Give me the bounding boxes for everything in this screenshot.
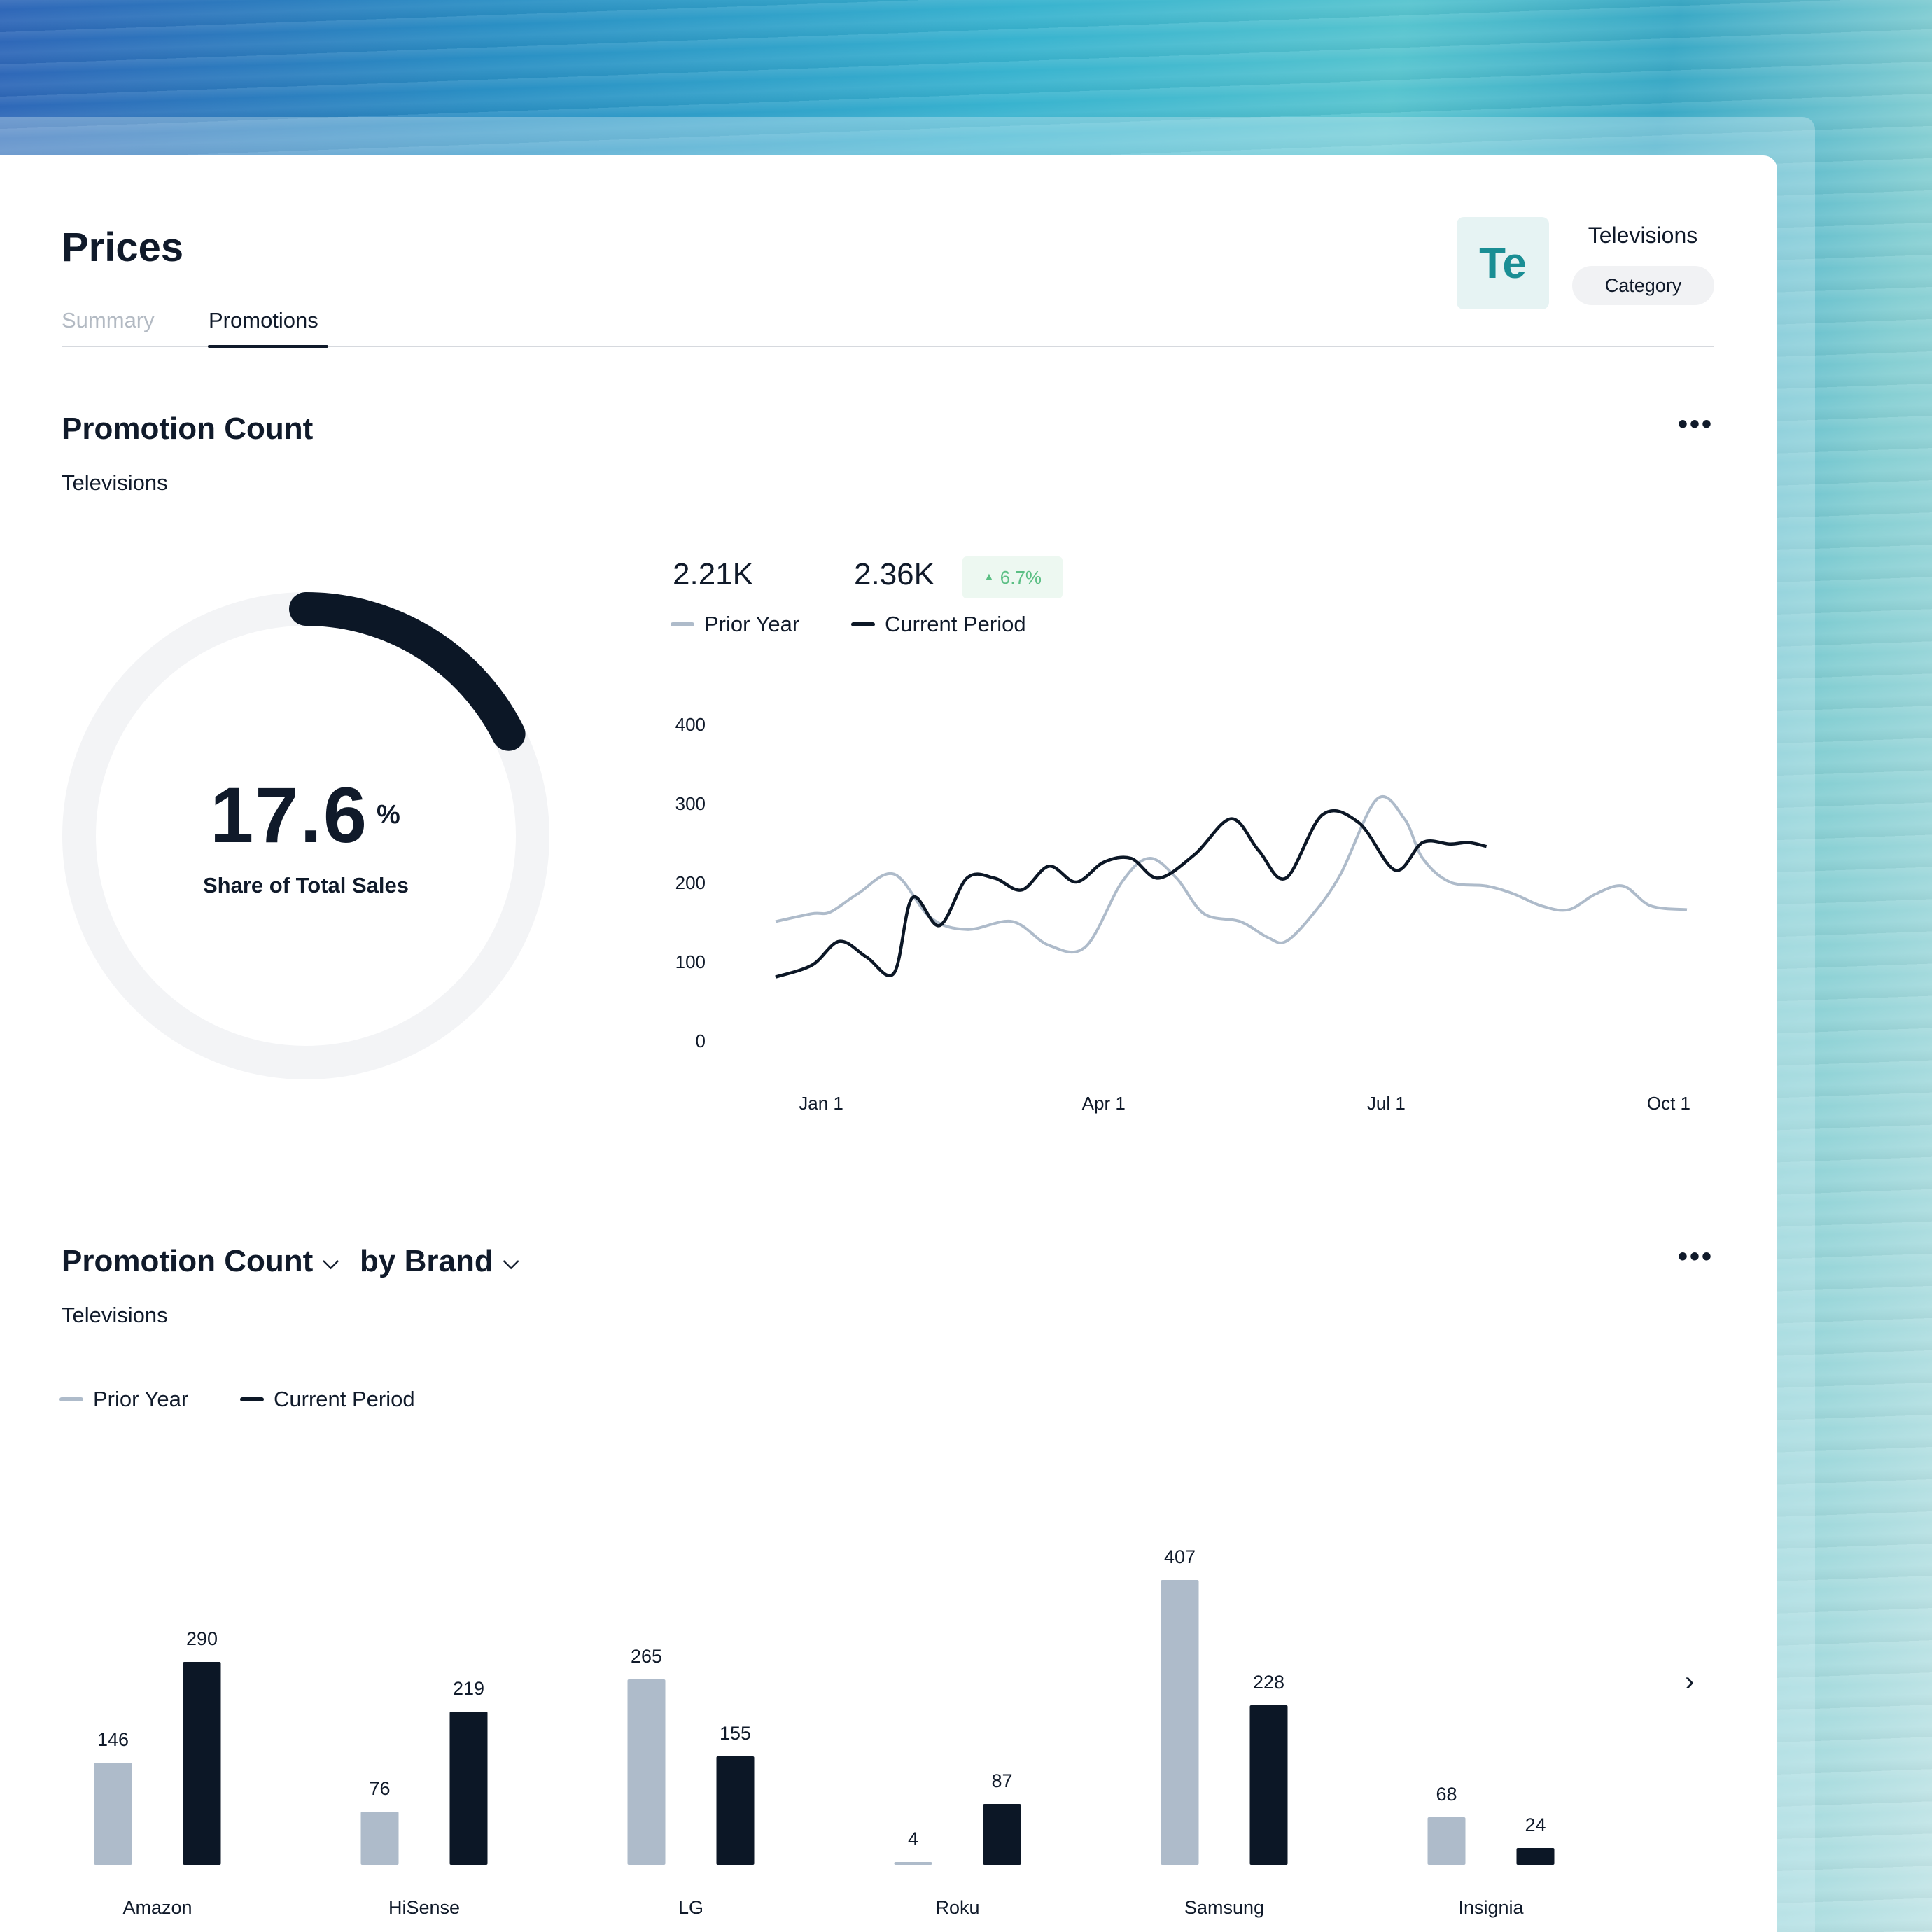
bar-value-label: 24	[1525, 1814, 1546, 1835]
legend-current-period-label: Current Period	[274, 1387, 415, 1411]
delta-badge: ▲ 6.7%	[962, 556, 1063, 598]
bar-value-label: 4	[908, 1828, 918, 1849]
y-tick-label: 300	[676, 793, 706, 814]
promotion-count-subtitle: Televisions	[62, 470, 168, 495]
gauge-arc	[289, 592, 526, 751]
y-tick-label: 400	[676, 714, 706, 735]
active-tab-indicator	[208, 345, 328, 348]
legend-prior-year-label: Prior Year	[93, 1387, 189, 1411]
category-label: Insignia	[1458, 1897, 1524, 1918]
share-value: 17.6	[210, 771, 368, 859]
dimension-dropdown[interactable]: by Brand ⌵	[360, 1244, 519, 1279]
prior-year-bar[interactable]	[627, 1679, 666, 1865]
share-unit: %	[377, 800, 400, 830]
bar-value-label: 87	[991, 1770, 1012, 1791]
metric-dropdown-label: Promotion Count	[62, 1244, 314, 1278]
prior-year-value: 2.21K	[673, 557, 753, 592]
current-period-swatch	[851, 622, 875, 626]
bar-value-label: 407	[1164, 1546, 1196, 1567]
current-period-bar[interactable]	[1250, 1705, 1288, 1865]
prior-year-bar[interactable]	[894, 1862, 932, 1865]
chevron-down-icon: ⌵	[503, 1250, 519, 1273]
main-card	[0, 155, 1777, 1932]
category-badge: Category	[1572, 266, 1714, 305]
prior-year-bar[interactable]	[1161, 1580, 1199, 1865]
trend-up-icon: ▲	[983, 571, 995, 583]
category-label: HiSense	[388, 1897, 460, 1918]
brand-chart-subtitle: Televisions	[62, 1303, 168, 1327]
current-period-bar[interactable]	[449, 1712, 488, 1865]
category-label: LG	[678, 1897, 704, 1918]
bar-value-label: 228	[1253, 1672, 1284, 1693]
prior-year-bar[interactable]	[1427, 1817, 1466, 1865]
x-tick-label: Jul 1	[1367, 1093, 1406, 1114]
category-label: Samsung	[1184, 1897, 1264, 1918]
legend-current-period-label: Current Period	[885, 612, 1026, 636]
legend-prior-year: Prior Year	[671, 612, 799, 637]
legend-current-period: Current Period	[851, 612, 1026, 637]
bar-value-label: 146	[97, 1729, 129, 1750]
promotion-count-title: Promotion Count	[62, 412, 314, 446]
prior-year-swatch	[59, 1397, 83, 1401]
y-tick-label: 100	[676, 951, 706, 972]
chevron-down-icon: ⌵	[323, 1250, 340, 1273]
legend-prior-year-label: Prior Year	[704, 612, 800, 636]
current-period-swatch	[240, 1397, 264, 1401]
y-tick-label: 200	[676, 872, 706, 893]
metric-dropdown[interactable]: Promotion Count ⌵	[62, 1244, 339, 1279]
chevron-right-icon[interactable]: ›	[1685, 1666, 1695, 1697]
brand-chart-header: Promotion Count ⌵ by Brand ⌵	[62, 1244, 519, 1279]
promotion-count-by-brand-chart: 146 290 Amazon 76 219 HiSense 265 155 LG 4 87 Roku 4…	[94, 1546, 1555, 1918]
current-period-bar[interactable]	[183, 1662, 221, 1865]
prior-year-bar[interactable]	[360, 1812, 399, 1865]
bar-value-label: 265	[631, 1646, 662, 1667]
share-gauge	[62, 592, 550, 1079]
prior-year-bar[interactable]	[94, 1763, 132, 1865]
bar-value-label: 219	[453, 1678, 484, 1699]
current-period-bar[interactable]	[983, 1804, 1021, 1865]
current-period-bar[interactable]	[716, 1756, 755, 1865]
bar-value-label: 68	[1436, 1784, 1457, 1805]
category-label: Roku	[935, 1897, 979, 1918]
bar-value-label: 155	[720, 1723, 751, 1744]
category-avatar: Te	[1457, 217, 1549, 309]
more-options-icon[interactable]: •••	[1678, 409, 1714, 440]
current-period-line	[775, 808, 1488, 979]
tab-divider	[62, 346, 1714, 347]
promotion-count-line-chart: 0 100 200 300 400 Jan 1 Apr 1 Jul 1 Oct 1	[676, 714, 1690, 1114]
category-label: Amazon	[122, 1897, 192, 1918]
x-tick-label: Oct 1	[1647, 1093, 1690, 1114]
x-tick-label: Apr 1	[1082, 1093, 1126, 1114]
share-label: Share of Total Sales	[202, 873, 409, 897]
y-tick-label: 0	[696, 1030, 706, 1051]
legend-prior-year: Prior Year	[59, 1387, 188, 1412]
page-title: Prices	[62, 225, 184, 270]
x-tick-label: Jan 1	[799, 1093, 844, 1114]
category-name: Televisions	[1588, 223, 1698, 248]
delta-value: 6.7%	[1000, 566, 1042, 588]
tab-promotions[interactable]: Promotions	[209, 308, 318, 332]
more-options-icon[interactable]: •••	[1678, 1241, 1714, 1272]
legend-current-period: Current Period	[240, 1387, 415, 1412]
dimension-dropdown-label: by Brand	[360, 1244, 493, 1278]
bar-value-label: 76	[369, 1778, 390, 1799]
tab-summary[interactable]: Summary	[62, 308, 155, 332]
bar-value-label: 290	[186, 1628, 218, 1649]
prior-year-swatch	[671, 622, 694, 626]
current-period-bar[interactable]	[1516, 1848, 1555, 1865]
current-period-value: 2.36K	[854, 557, 934, 592]
